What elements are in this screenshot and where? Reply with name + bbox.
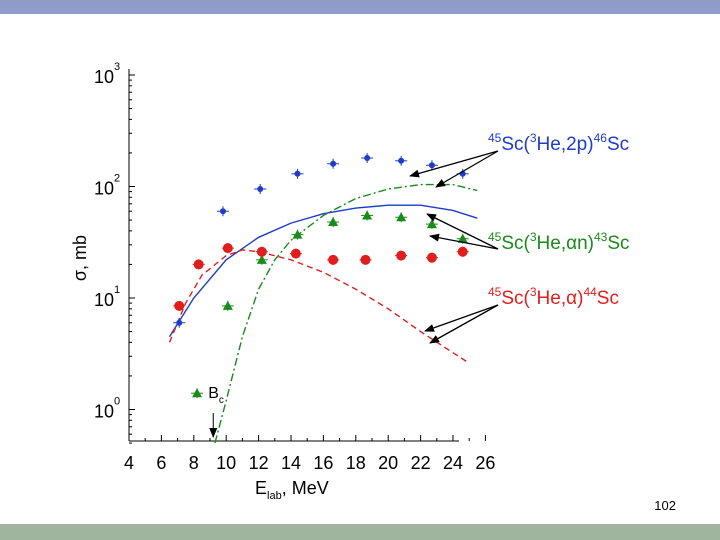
x-tick-label: 12 [249, 453, 269, 473]
x-tick-label: 6 [156, 453, 166, 473]
barrier-label: Bc [208, 385, 224, 406]
y-tick-label: 10 [94, 290, 114, 310]
data-point-series-0 [257, 185, 264, 192]
series-label-0: 45Sc(3He,2p)46Sc [488, 131, 629, 155]
data-point-series-1 [362, 210, 373, 220]
series-label-arrow [409, 150, 499, 178]
fit-curve-series-2 [168, 249, 470, 364]
y-axis-title: σ, mb [70, 235, 90, 281]
data-point-series-2 [290, 248, 301, 259]
data-point-series-0 [294, 170, 301, 177]
data-point-series-0 [330, 160, 337, 167]
bottom-decorative-bar [0, 524, 720, 540]
data-point-series-0 [364, 155, 371, 162]
data-point-series-0 [219, 208, 226, 215]
series-label-2: 45Sc(3He,α)44Sc [488, 285, 619, 309]
x-axis-title: Elab, MeV [255, 478, 329, 502]
y-tick-label: 10 [94, 179, 114, 199]
x-tick-label: 8 [189, 453, 199, 473]
series-label-arrow [429, 233, 499, 250]
fit-curves [168, 183, 478, 444]
series-label-1: 45Sc(3He,αn)43Sc [488, 230, 630, 254]
x-tick-label: 20 [378, 453, 398, 473]
x-tick-label: 16 [313, 453, 333, 473]
y-tick-label: 10 [94, 402, 114, 422]
data-point-series-1 [292, 229, 303, 239]
y-tick-exponent: 2 [114, 173, 120, 185]
y-tick-exponent: 3 [114, 61, 120, 73]
top-decorative-bar [0, 0, 720, 14]
x-tick-label: 22 [411, 453, 431, 473]
data-point-series-2 [426, 252, 437, 263]
data-points [173, 153, 469, 399]
data-point-series-2 [222, 243, 233, 254]
x-tick-label: 18 [346, 453, 366, 473]
data-point-series-1 [426, 219, 437, 229]
data-point-series-2 [256, 246, 267, 257]
fit-curve-series-1 [214, 183, 478, 444]
x-tick-label: 4 [124, 453, 134, 473]
y-tick-exponent: 1 [114, 284, 120, 296]
data-point-series-1 [396, 212, 407, 222]
data-point-series-0 [176, 319, 183, 326]
data-point-series-2 [174, 300, 185, 311]
series-label-arrow [426, 213, 499, 250]
data-point-series-1 [222, 300, 233, 310]
slide-number: 102 [654, 498, 676, 513]
series-label-arrow [429, 304, 499, 344]
data-point-series-2 [396, 250, 407, 261]
data-point-series-1 [192, 388, 203, 398]
data-point-series-1 [328, 217, 339, 227]
data-point-series-1 [256, 254, 267, 264]
series-label-arrow [424, 304, 499, 332]
fit-curve-series-0 [168, 204, 478, 338]
data-point-series-2 [360, 254, 371, 265]
data-point-series-2 [328, 254, 339, 265]
data-point-series-0 [428, 162, 435, 169]
y-tick-exponent: 0 [114, 396, 120, 408]
x-tick-label: 24 [443, 453, 463, 473]
data-point-series-1 [457, 233, 468, 243]
data-point-series-0 [398, 157, 405, 164]
data-point-series-2 [457, 246, 468, 257]
annotations: Bc 45Sc(3He,2p)46Sc 45Sc(3He,αn)43Sc 45Sc(3… [208, 131, 630, 438]
x-tick-label: 10 [216, 453, 236, 473]
x-tick-label: 14 [281, 453, 301, 473]
series-label-arrow [435, 150, 499, 188]
x-tick-label: 26 [475, 453, 495, 473]
y-tick-label: 10 [94, 67, 114, 87]
data-point-series-2 [193, 259, 204, 270]
